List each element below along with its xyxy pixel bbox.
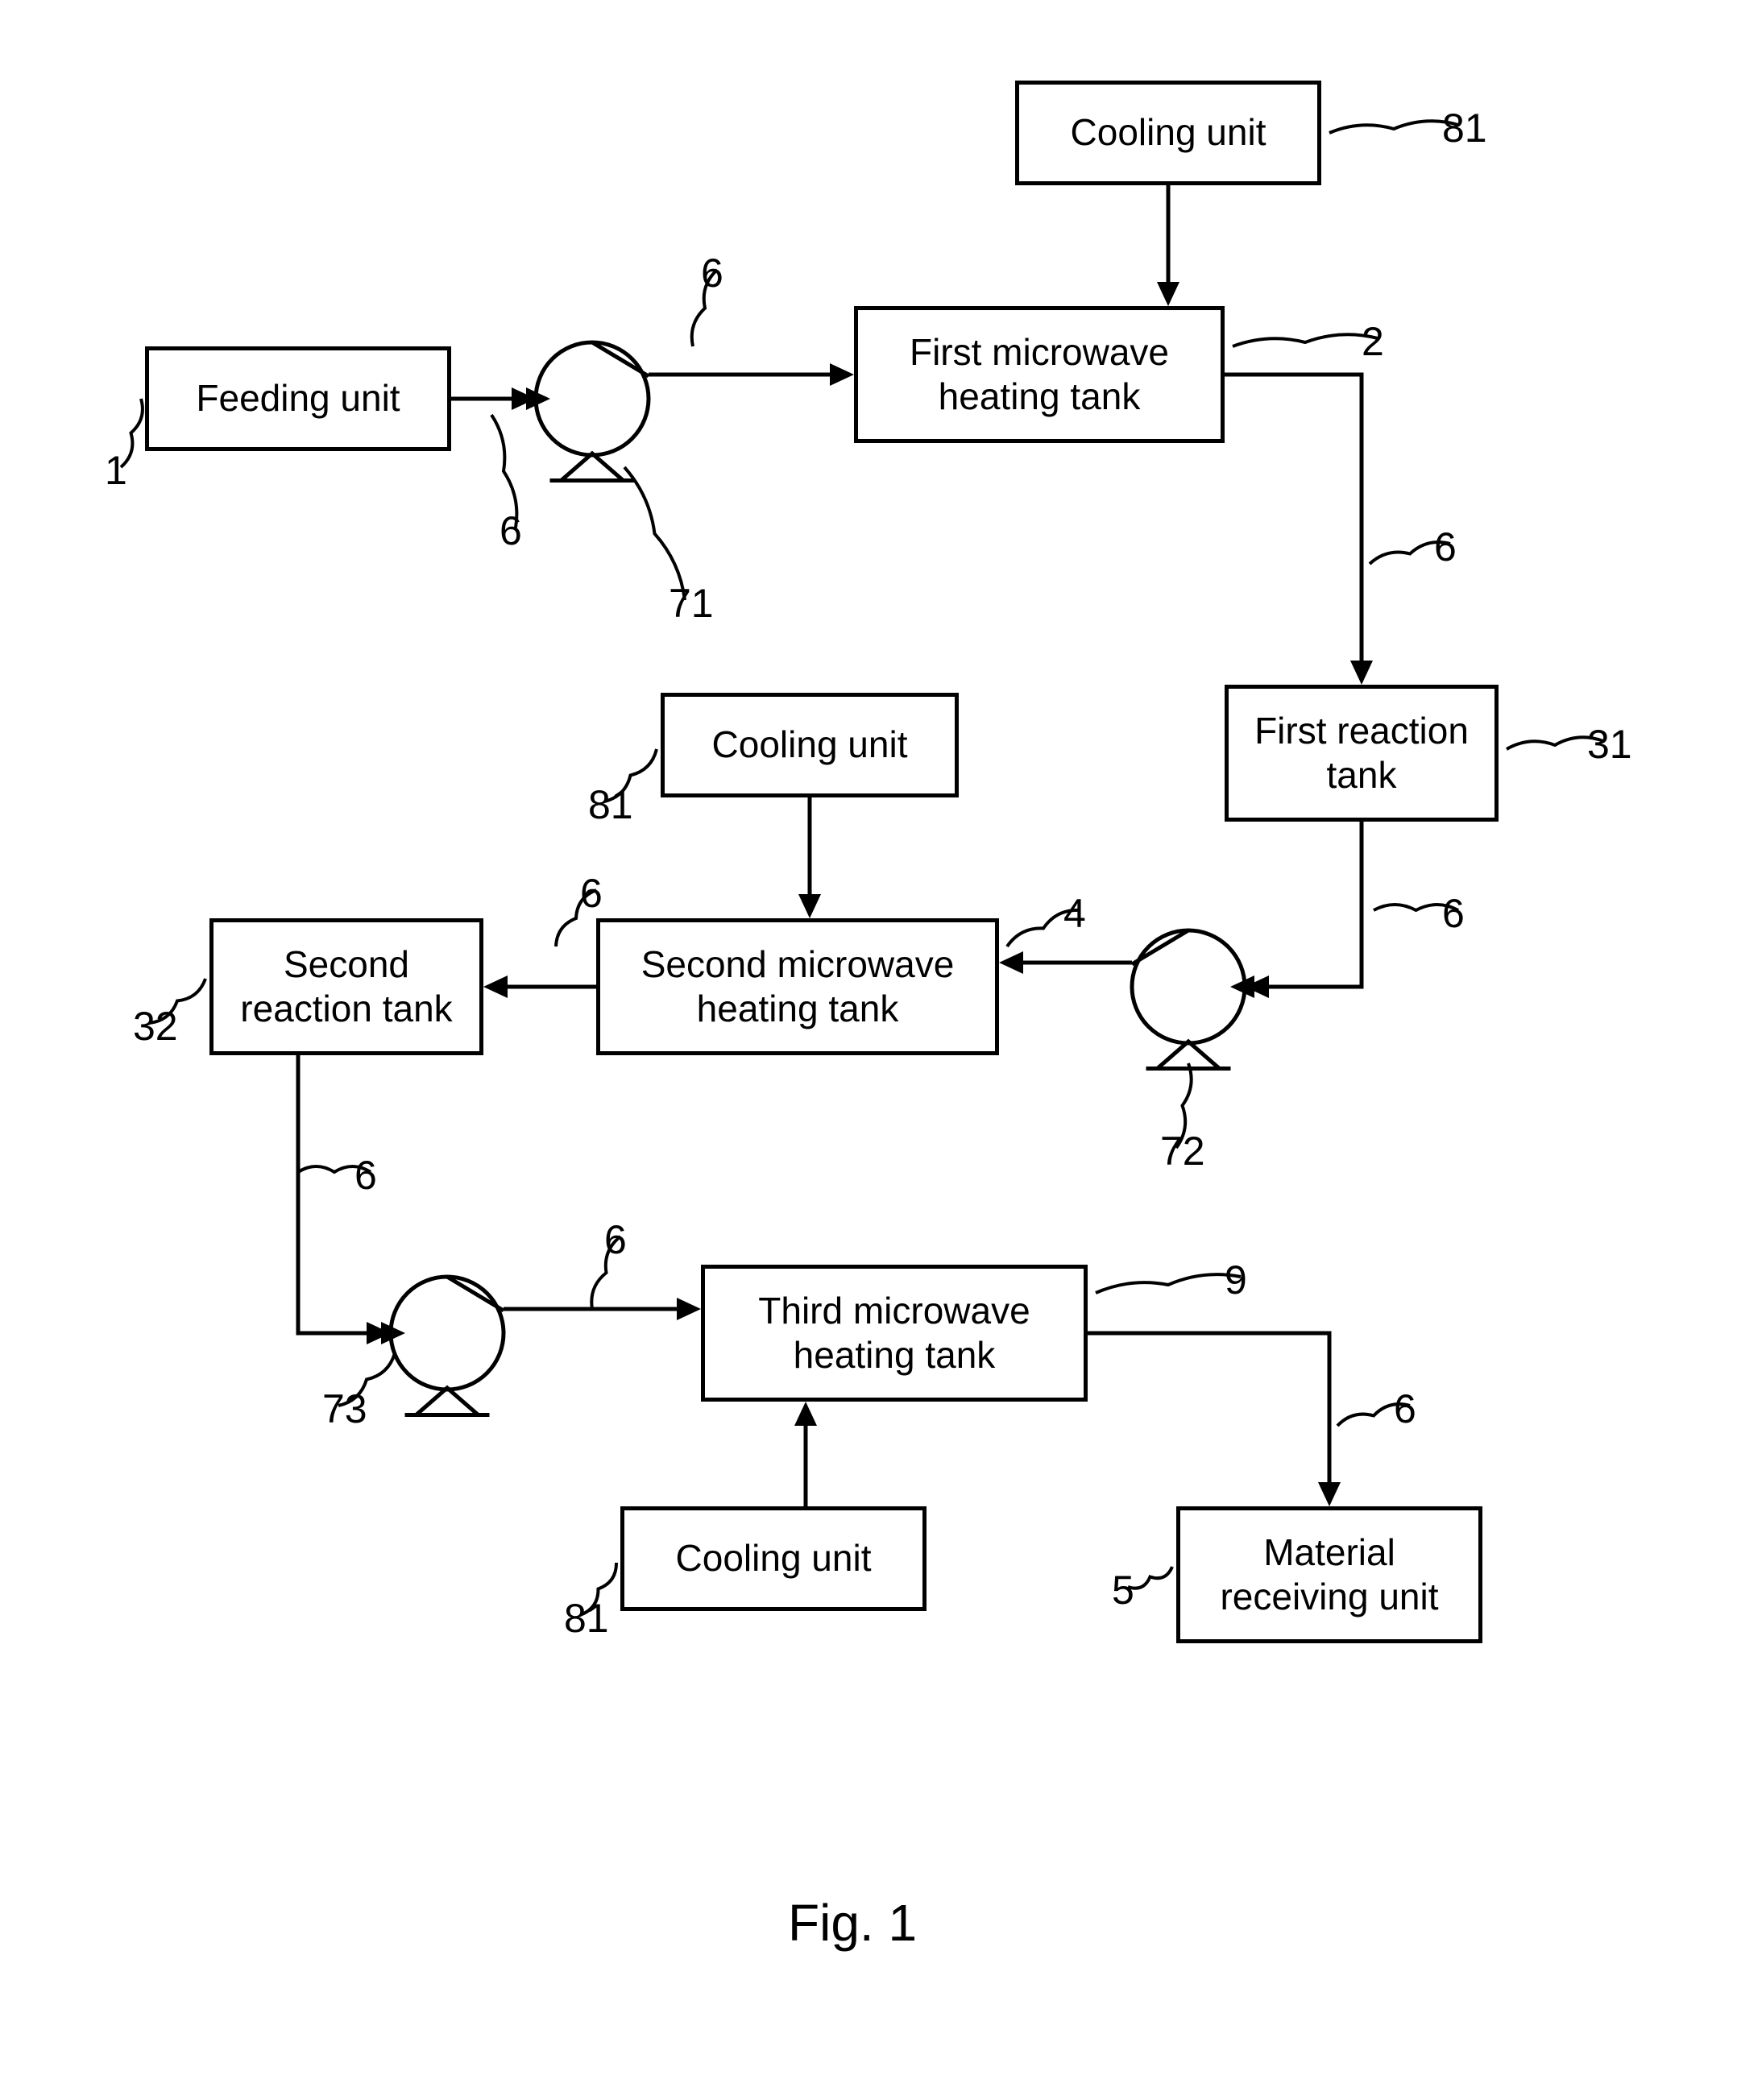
third-microwave-heating-tank-box: Third microwaveheating tank [701,1265,1088,1402]
ref-label-81-top: 81 [1442,105,1487,151]
ref-label-1: 1 [105,447,127,494]
figure-caption: Fig. 1 [788,1893,917,1953]
ref-label-6-g: 6 [604,1216,627,1263]
first-microwave-heating-tank-box: First microwaveheating tank [854,306,1225,443]
box-label: Third microwaveheating tank [758,1289,1030,1377]
box-label: Secondreaction tank [240,942,452,1031]
second-microwave-heating-tank-box: Second microwaveheating tank [596,918,999,1055]
ref-label-4: 4 [1063,890,1086,937]
ref-label-81-mid: 81 [588,781,633,828]
ref-label-81-bottom: 81 [564,1595,609,1642]
ref-label-6-a: 6 [701,250,723,296]
feeding-unit-box: Feeding unit [145,346,451,451]
box-label: Cooling unit [1071,110,1266,155]
first-reaction-tank-box: First reactiontank [1225,685,1499,822]
ref-label-31: 31 [1587,721,1632,768]
ref-label-2: 2 [1362,318,1384,365]
box-label: First microwaveheating tank [910,330,1169,419]
box-label: Second microwaveheating tank [641,942,955,1031]
box-label: First reactiontank [1254,709,1469,797]
box-label: Feeding unit [196,376,400,420]
ref-label-71: 71 [669,580,714,627]
ref-label-6-c: 6 [1434,524,1457,570]
second-reaction-tank-box: Secondreaction tank [209,918,483,1055]
ref-label-9: 9 [1225,1257,1247,1303]
ref-label-72: 72 [1160,1128,1205,1174]
process-flow-diagram: Cooling unit First microwaveheating tank… [0,0,1737,2100]
ref-label-73: 73 [322,1386,367,1432]
ref-label-6-e: 6 [1442,890,1465,937]
ref-label-6-d: 6 [580,870,603,917]
ref-label-6-f: 6 [354,1152,377,1199]
box-label: Materialreceiving unit [1220,1530,1438,1619]
ref-label-32: 32 [133,1003,178,1050]
cooling-unit-box-mid: Cooling unit [661,693,959,797]
ref-label-5: 5 [1112,1567,1134,1613]
material-receiving-unit-box: Materialreceiving unit [1176,1506,1482,1643]
cooling-unit-box-top: Cooling unit [1015,81,1321,185]
box-label: Cooling unit [712,723,908,767]
cooling-unit-box-bottom: Cooling unit [620,1506,927,1611]
ref-label-6-b: 6 [500,507,522,554]
ref-label-6-h: 6 [1394,1386,1416,1432]
box-label: Cooling unit [676,1536,872,1580]
